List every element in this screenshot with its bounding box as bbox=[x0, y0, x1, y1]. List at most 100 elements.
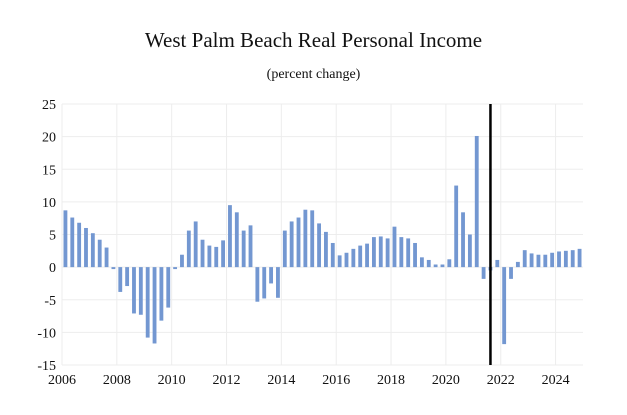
bar bbox=[392, 226, 397, 268]
bar bbox=[186, 230, 191, 268]
bar bbox=[461, 212, 465, 268]
grid-lines bbox=[61, 103, 583, 366]
bar bbox=[282, 230, 287, 268]
bar bbox=[262, 267, 267, 299]
bar bbox=[317, 223, 321, 268]
y-tick-label: -10 bbox=[37, 326, 56, 341]
x-axis-ticks: 2006 2008 2010 2012 2014 2016 2018 2020 2022 2024 bbox=[48, 373, 570, 388]
bar bbox=[577, 248, 582, 268]
x-tick-label: 2024 bbox=[542, 373, 570, 388]
y-tick-label: 0 bbox=[49, 261, 56, 276]
bar bbox=[84, 227, 88, 268]
y-tick-label: 5 bbox=[49, 229, 56, 244]
bar bbox=[296, 217, 301, 268]
bar bbox=[138, 267, 143, 315]
x-tick-label: 2006 bbox=[48, 373, 76, 388]
bar bbox=[63, 210, 68, 268]
bar bbox=[413, 242, 417, 268]
x-tick-label: 2018 bbox=[377, 373, 405, 388]
bar bbox=[152, 267, 157, 344]
bar bbox=[495, 259, 500, 268]
bar bbox=[228, 205, 232, 268]
bar bbox=[440, 264, 445, 268]
bar bbox=[557, 251, 561, 268]
y-tick-label: 10 bbox=[42, 196, 56, 211]
bar bbox=[447, 259, 452, 268]
x-tick-label: 2016 bbox=[322, 373, 350, 388]
bar bbox=[378, 236, 383, 268]
bar bbox=[214, 246, 219, 268]
bar bbox=[310, 210, 315, 268]
bar bbox=[570, 250, 575, 268]
y-tick-label: -5 bbox=[44, 294, 56, 309]
bar bbox=[125, 267, 130, 287]
bar bbox=[324, 231, 328, 268]
bar bbox=[118, 267, 123, 292]
bar bbox=[337, 255, 342, 268]
y-axis-ticks: 25 20 15 10 5 0 -5 -10 -15 bbox=[37, 98, 56, 374]
bar bbox=[426, 259, 431, 268]
bar bbox=[481, 267, 486, 279]
bar bbox=[132, 267, 136, 314]
bar bbox=[269, 267, 274, 284]
bar bbox=[563, 250, 568, 268]
bar bbox=[385, 238, 390, 268]
chart-title: West Palm Beach Real Personal Income bbox=[144, 28, 483, 52]
bar bbox=[509, 267, 513, 279]
bar bbox=[330, 242, 335, 268]
bar bbox=[502, 267, 507, 345]
bar bbox=[433, 264, 438, 268]
bar bbox=[111, 267, 116, 270]
bar bbox=[454, 185, 459, 268]
x-tick-label: 2014 bbox=[267, 373, 295, 388]
bar bbox=[406, 238, 411, 268]
bars bbox=[63, 135, 582, 345]
x-tick-label: 2010 bbox=[158, 373, 186, 388]
bar bbox=[371, 237, 376, 268]
bar bbox=[248, 225, 253, 268]
bar bbox=[90, 233, 95, 268]
bar bbox=[529, 253, 534, 268]
bar bbox=[221, 240, 226, 268]
bar bbox=[474, 135, 479, 268]
y-tick-label: 20 bbox=[42, 131, 56, 146]
bar bbox=[522, 250, 527, 268]
bar bbox=[515, 261, 520, 268]
bar bbox=[550, 252, 555, 268]
x-tick-label: 2020 bbox=[432, 373, 460, 388]
x-tick-label: 2022 bbox=[487, 373, 515, 388]
bar bbox=[399, 237, 404, 268]
bar bbox=[77, 222, 82, 268]
bar bbox=[365, 243, 369, 268]
bar bbox=[276, 267, 280, 298]
bar bbox=[104, 247, 109, 268]
bar bbox=[467, 234, 472, 268]
x-tick-label: 2008 bbox=[103, 373, 131, 388]
bar bbox=[344, 252, 349, 268]
bar bbox=[200, 239, 205, 268]
bar bbox=[180, 254, 184, 268]
bar bbox=[207, 245, 212, 268]
bar bbox=[419, 257, 424, 268]
bar bbox=[193, 221, 198, 268]
y-tick-label: 15 bbox=[42, 163, 56, 178]
bar bbox=[303, 209, 308, 268]
bar bbox=[536, 254, 541, 268]
bar bbox=[543, 254, 548, 268]
bar bbox=[358, 245, 363, 268]
bar bbox=[289, 221, 294, 268]
bar bbox=[241, 230, 246, 268]
y-tick-label: -15 bbox=[37, 359, 56, 374]
x-tick-label: 2012 bbox=[213, 373, 241, 388]
y-tick-label: 25 bbox=[42, 98, 56, 113]
bar bbox=[97, 239, 102, 268]
bar bbox=[159, 267, 164, 321]
bar bbox=[70, 217, 75, 268]
bar bbox=[351, 248, 356, 268]
bar bbox=[145, 267, 150, 338]
bar bbox=[255, 267, 260, 302]
bar bbox=[234, 212, 239, 268]
bar bbox=[173, 267, 178, 270]
bar bbox=[166, 267, 171, 308]
